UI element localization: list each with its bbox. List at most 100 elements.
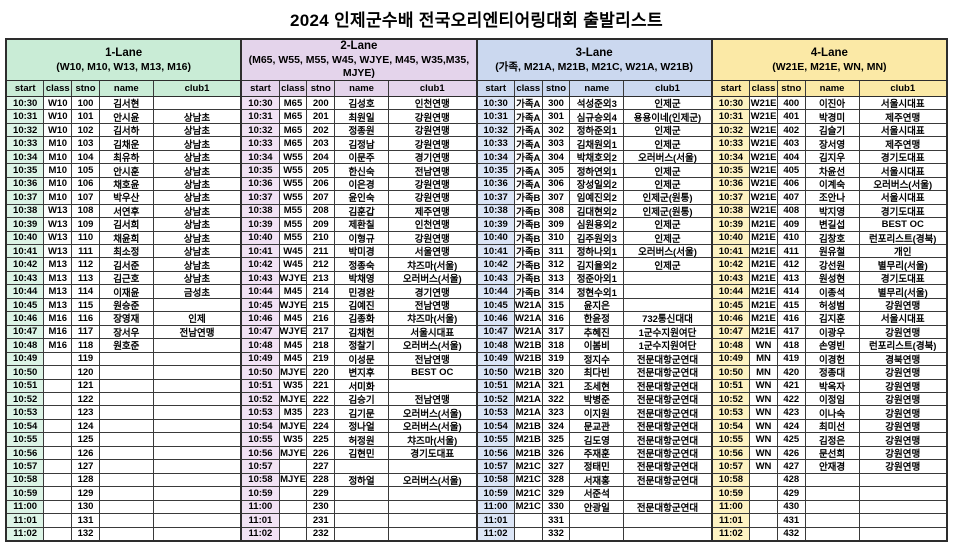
name-cell: 정하준외1 bbox=[569, 123, 623, 137]
start-cell: 10:30 bbox=[712, 97, 750, 110]
table-row: 10:34 M10 104 최유하 상남초 bbox=[7, 149, 241, 164]
class-cell: W55 bbox=[278, 191, 307, 204]
class-cell: M21C bbox=[513, 460, 541, 473]
name-cell bbox=[98, 419, 153, 433]
start-cell: 10:55 bbox=[7, 433, 44, 446]
table-row: 10:35 가족A 305 정하연외1 인제군 bbox=[477, 163, 711, 177]
name-cell bbox=[804, 500, 859, 514]
club-cell: 상남초 bbox=[152, 204, 240, 218]
name-cell: 문교관 bbox=[569, 419, 623, 433]
class-cell bbox=[278, 527, 307, 540]
name-cell: 문선희 bbox=[804, 446, 859, 460]
stno-cell: 125 bbox=[71, 433, 99, 446]
stno-cell: 132 bbox=[71, 527, 99, 540]
start-cell: 11:02 bbox=[712, 527, 750, 540]
stno-cell: 304 bbox=[541, 150, 570, 164]
stno-cell: 409 bbox=[776, 218, 805, 231]
table-row: 10:47 M16 117 장서우 전남연맹 bbox=[7, 324, 241, 339]
club-cell: 경기도대표 bbox=[858, 204, 946, 218]
name-cell: 정하연외1 bbox=[569, 164, 623, 177]
club-cell: 강원연맹 bbox=[388, 177, 475, 191]
table-row: 10:38 W13 108 서연후 상남초 bbox=[7, 203, 241, 218]
start-cell: 10:36 bbox=[7, 177, 44, 191]
club-cell: 전문대항군연대 bbox=[623, 379, 710, 392]
name-cell: 정나얼 bbox=[334, 419, 388, 433]
name-cell bbox=[98, 366, 153, 379]
stno-cell: 315 bbox=[541, 298, 570, 312]
start-cell: 10:37 bbox=[477, 191, 514, 204]
class-cell: M10 bbox=[43, 137, 71, 150]
class-cell: W55 bbox=[278, 164, 307, 177]
class-cell: W55 bbox=[278, 177, 307, 191]
start-cell: 10:41 bbox=[477, 244, 514, 258]
table-row: 10:30 W21E 400 이진아 서울시대표 bbox=[712, 97, 946, 110]
class-cell bbox=[43, 379, 71, 392]
start-cell: 10:58 bbox=[7, 473, 44, 487]
name-cell: 심규승외4 bbox=[569, 110, 623, 123]
class-cell: WN bbox=[749, 419, 777, 433]
name-cell bbox=[334, 514, 388, 527]
stno-cell: 207 bbox=[306, 191, 334, 204]
class-cell: MJYE bbox=[278, 446, 306, 460]
start-cell: 10:43 bbox=[242, 271, 279, 285]
stno-cell: 413 bbox=[776, 271, 805, 285]
club-cell: 전문대항군연대 bbox=[623, 446, 710, 460]
club-cell: 금성초 bbox=[152, 285, 240, 298]
stno-cell: 213 bbox=[306, 271, 334, 285]
club-cell: 챠즈마(서울) bbox=[388, 258, 475, 271]
club-cell bbox=[152, 446, 240, 460]
club-cell: 전문대항군연대 bbox=[623, 406, 710, 419]
name-cell: 장서영 bbox=[804, 137, 859, 150]
club-cell: 경기도대표 bbox=[858, 271, 946, 285]
table-row: 10:51 121 bbox=[7, 378, 241, 392]
start-cell: 10:50 bbox=[242, 366, 279, 379]
start-cell: 10:57 bbox=[242, 460, 279, 473]
class-cell: M21E bbox=[749, 218, 776, 231]
table-row: 10:33 M65 203 김정남 강원연맹 bbox=[242, 136, 476, 150]
start-cell: 10:37 bbox=[712, 191, 750, 204]
class-cell: W21B bbox=[513, 339, 542, 352]
start-cell: 10:55 bbox=[477, 433, 514, 446]
column-header-class: class bbox=[749, 81, 777, 96]
column-header-start: start bbox=[720, 83, 742, 94]
column-header-class: class bbox=[513, 81, 542, 96]
club-cell: 1군수지원여단 bbox=[623, 325, 710, 339]
column-header-stno: stno bbox=[776, 81, 805, 96]
table-row: 10:55 M21B 325 김도영 전문대항군연대 bbox=[477, 432, 711, 446]
table-row: 10:49 MN 419 이경헌 경북연맹 bbox=[712, 351, 946, 366]
column-header-start: start bbox=[14, 83, 36, 94]
start-cell: 10:33 bbox=[242, 137, 279, 150]
table-row: 11:00 430 bbox=[712, 499, 946, 514]
start-cell: 10:34 bbox=[7, 150, 44, 164]
club-cell: 강원연맹 bbox=[388, 231, 475, 244]
start-cell: 10:58 bbox=[477, 473, 514, 487]
stno-cell: 316 bbox=[541, 312, 570, 325]
stno-cell: 427 bbox=[776, 460, 805, 473]
club-cell: 인제군 bbox=[623, 231, 710, 244]
start-cell: 11:02 bbox=[7, 527, 44, 540]
class-cell: W21A bbox=[513, 298, 542, 312]
column-header-club: club1 bbox=[858, 81, 946, 96]
club-cell bbox=[623, 527, 710, 540]
start-cell: 10:52 bbox=[7, 392, 44, 406]
start-cell: 10:44 bbox=[7, 285, 44, 298]
name-cell: 이경헌 bbox=[804, 352, 859, 366]
table-row: 10:43 가족B 313 정준아외1 bbox=[477, 270, 711, 285]
club-cell: 상남초 bbox=[152, 191, 240, 204]
class-cell: M45 bbox=[278, 339, 307, 352]
start-cell: 10:45 bbox=[712, 298, 750, 312]
stno-cell: 212 bbox=[306, 258, 334, 271]
club-cell: 전문대항군연대 bbox=[623, 419, 710, 433]
table-row: 11:01 431 bbox=[712, 513, 946, 527]
club-cell bbox=[388, 460, 475, 473]
class-cell: M10 bbox=[43, 191, 71, 204]
start-cell: 10:41 bbox=[242, 244, 279, 258]
table-row: 10:41 M21E 411 원유철 개인 bbox=[712, 243, 946, 258]
stno-cell: 310 bbox=[541, 231, 570, 244]
name-cell: 최다빈 bbox=[569, 366, 623, 379]
table-row: 10:31 가족A 301 심규승외4 용용이네(인제군) bbox=[477, 109, 711, 123]
club-cell: 인제군 bbox=[623, 97, 710, 110]
start-cell: 10:38 bbox=[477, 204, 514, 218]
club-cell: 강원연맹 bbox=[388, 123, 475, 137]
name-cell: 최미선 bbox=[804, 419, 859, 433]
